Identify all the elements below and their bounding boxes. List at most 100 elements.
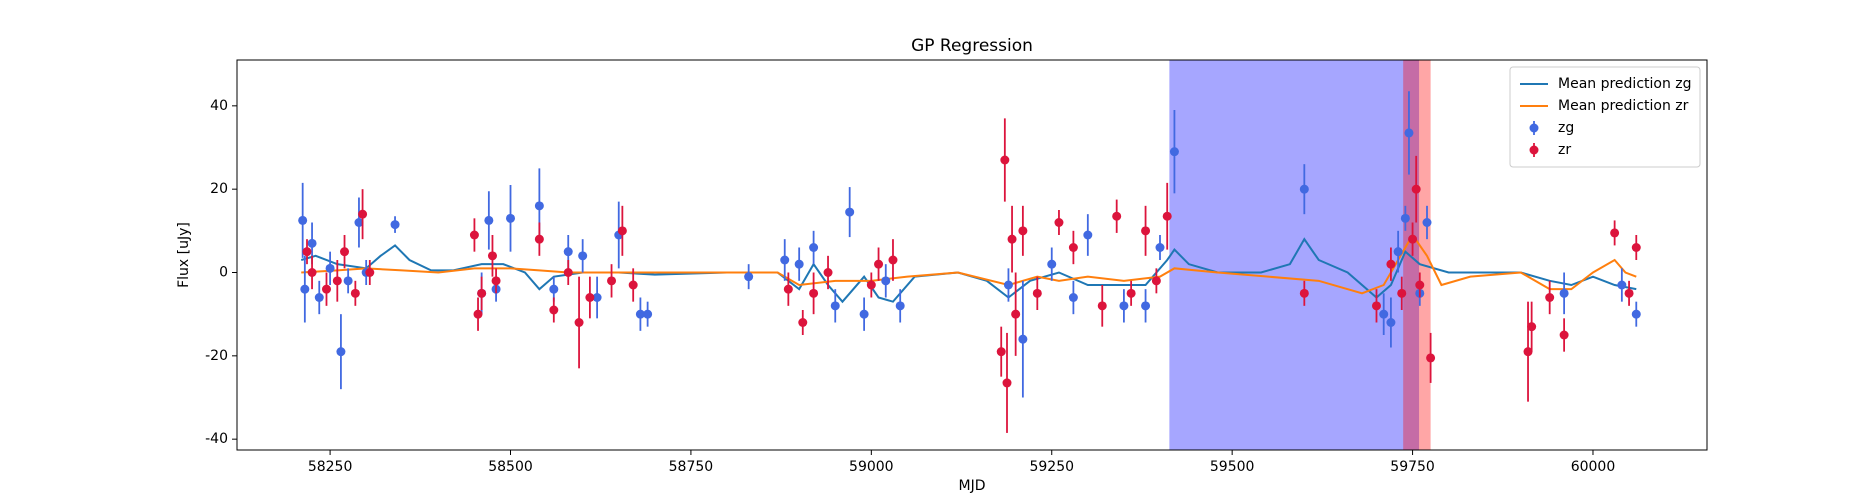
data-point <box>1559 288 1569 298</box>
data-point <box>996 347 1006 357</box>
data-point <box>1151 276 1161 286</box>
data-point <box>1097 301 1107 311</box>
data-point <box>302 247 312 257</box>
x-tick-label: 59000 <box>849 459 894 475</box>
data-point <box>1003 280 1013 290</box>
data-point <box>635 309 645 319</box>
data-point <box>343 276 353 286</box>
data-point <box>1422 218 1432 227</box>
data-point <box>1047 259 1057 269</box>
data-point <box>365 268 375 277</box>
y-tick-label: 40 <box>210 98 228 114</box>
data-point <box>1415 280 1425 290</box>
data-point <box>358 209 368 219</box>
data-point <box>1393 247 1403 257</box>
data-point <box>487 251 497 261</box>
data-point <box>845 207 855 217</box>
data-point <box>1002 378 1012 388</box>
data-point <box>298 215 308 225</box>
data-point <box>1523 347 1533 357</box>
data-point <box>534 201 544 211</box>
legend-box <box>1509 66 1701 168</box>
data-point <box>574 318 584 327</box>
data-point <box>1162 211 1172 221</box>
data-point <box>477 288 487 298</box>
data-point <box>1379 309 1389 319</box>
data-point <box>794 259 804 269</box>
data-point <box>350 288 360 298</box>
data-point <box>1559 330 1569 340</box>
data-point <box>563 268 573 277</box>
data-point <box>506 213 516 223</box>
x-tick-label: 59250 <box>1029 459 1074 475</box>
data-point <box>1141 226 1151 236</box>
data-point <box>1404 128 1414 138</box>
x-tick-label: 58250 <box>308 459 353 475</box>
axes-frame <box>236 59 1708 451</box>
data-point <box>1000 155 1010 165</box>
data-point <box>1610 228 1620 238</box>
data-point <box>549 284 559 294</box>
data-point <box>336 347 346 357</box>
data-point <box>1018 334 1028 344</box>
data-point <box>744 272 754 282</box>
data-point <box>491 276 501 286</box>
data-point <box>578 251 588 261</box>
data-point <box>830 301 840 311</box>
data-point <box>1371 301 1381 311</box>
data-point <box>866 280 876 290</box>
data-point <box>607 276 617 286</box>
data-point <box>1068 293 1078 302</box>
data-point <box>469 230 479 240</box>
y-tick-label: 20 <box>210 181 228 197</box>
data-point <box>484 215 494 225</box>
data-point <box>617 226 627 236</box>
data-point <box>1011 309 1021 319</box>
data-point <box>1426 353 1436 363</box>
data-point <box>534 234 544 244</box>
data-point <box>300 284 310 294</box>
data-point <box>1386 318 1396 327</box>
data-point <box>1411 184 1421 194</box>
data-point <box>1068 243 1078 252</box>
data-point <box>888 255 898 265</box>
data-point <box>1527 322 1537 332</box>
data-point <box>390 220 400 230</box>
data-point <box>881 276 891 286</box>
data-point <box>1112 211 1122 221</box>
x-tick-label: 58750 <box>669 459 714 475</box>
data-point <box>592 293 602 302</box>
data-point <box>321 284 331 294</box>
data-point <box>895 301 905 311</box>
legend-swatch <box>1529 123 1539 133</box>
data-point <box>1141 301 1151 311</box>
x-tick-label: 59750 <box>1390 459 1435 475</box>
y-tick-label: -40 <box>205 431 228 447</box>
data-point <box>354 218 364 227</box>
data-point <box>325 263 335 273</box>
data-point <box>859 309 869 319</box>
x-tick-label: 58500 <box>488 459 533 475</box>
x-axis-label: MJD <box>959 478 986 494</box>
legend-label: zr <box>1558 142 1571 158</box>
data-point <box>823 268 833 277</box>
legend-swatch <box>1529 145 1539 155</box>
data-point <box>1054 218 1064 227</box>
data-point <box>473 309 483 319</box>
data-point <box>809 243 819 252</box>
data-point <box>643 309 653 319</box>
data-point <box>1397 288 1407 298</box>
data-point <box>332 276 342 286</box>
data-point <box>314 293 324 302</box>
data-point <box>1083 230 1093 240</box>
data-point <box>307 268 317 277</box>
data-point <box>628 280 638 290</box>
data-point <box>1126 288 1136 298</box>
chart-title: GP Regression <box>911 36 1033 56</box>
data-point <box>307 238 317 248</box>
data-point <box>1007 234 1017 244</box>
data-point <box>874 259 884 269</box>
data-point <box>1155 243 1165 252</box>
data-point <box>780 255 790 265</box>
